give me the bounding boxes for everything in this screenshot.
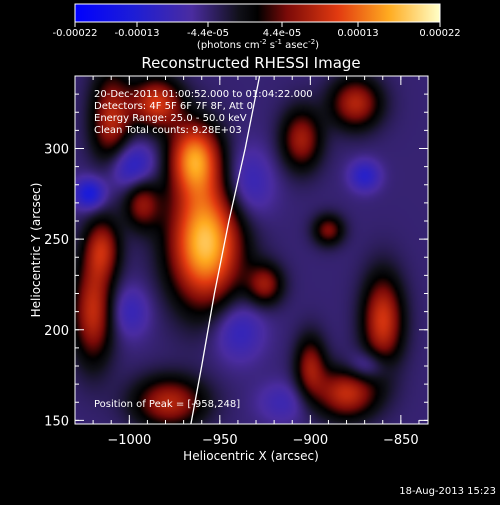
colorbar [74, 3, 441, 23]
peak-position-label: Position of Peak = [-958,248] [94, 399, 240, 410]
chart-title: Reconstructed RHESSI Image [141, 54, 360, 72]
colorbar-tick-label: 4.4e-05 [263, 28, 301, 39]
annotation-line: Detectors: 4F 5F 6F 7F 8F, Att 0 [94, 101, 253, 112]
colorbar-unit-label: (photons cm-2 s-1 asec-2) [197, 38, 319, 51]
annotation-line: Energy Range: 25.0 - 50.0 keV [94, 113, 247, 124]
colorbar-tick-label: -4.4e-05 [187, 28, 229, 39]
colorbar-tick-label: -0.00022 [53, 28, 98, 39]
heatmap-image [75, 76, 428, 424]
y-axis: 150 200 250 300 [44, 75, 428, 429]
x-tick-label: −900 [292, 433, 328, 448]
x-tick-label: −1000 [107, 433, 151, 448]
colorbar-tick-label: -0.00013 [115, 28, 160, 39]
solar-limb-curve [190, 76, 261, 424]
y-axis-label: Heliocentric Y (arcsec) [29, 183, 43, 318]
annotation-line: 20-Dec-2011 01:00:52.000 to 01:04:22.000 [94, 89, 313, 100]
colorbar-tick-label: 0.00013 [337, 28, 378, 39]
y-tick-label: 200 [44, 324, 69, 339]
x-axis: −1000 −950 −900 −850 [74, 76, 420, 448]
plot-frame [74, 75, 429, 425]
colorbar-ticks [74, 22, 441, 27]
y-tick-label: 300 [44, 143, 69, 158]
x-tick-label: −950 [202, 433, 238, 448]
y-tick-label: 250 [44, 233, 69, 248]
annotation-line: Clean Total counts: 9.28E+03 [94, 125, 242, 136]
generation-date: 18-Aug-2013 15:23 [399, 486, 496, 497]
x-tick-label: −850 [383, 433, 419, 448]
y-tick-label: 150 [44, 414, 69, 429]
colorbar-tick-labels: -0.00022 -0.00013 -4.4e-05 4.4e-05 0.00013 0.… [53, 28, 461, 39]
observation-annotations: 20-Dec-2011 01:00:52.000 to 01:04:22.000… [94, 89, 313, 136]
x-axis-label: Heliocentric X (arcsec) [183, 449, 319, 463]
colorbar-tick-label: 0.00022 [419, 28, 460, 39]
